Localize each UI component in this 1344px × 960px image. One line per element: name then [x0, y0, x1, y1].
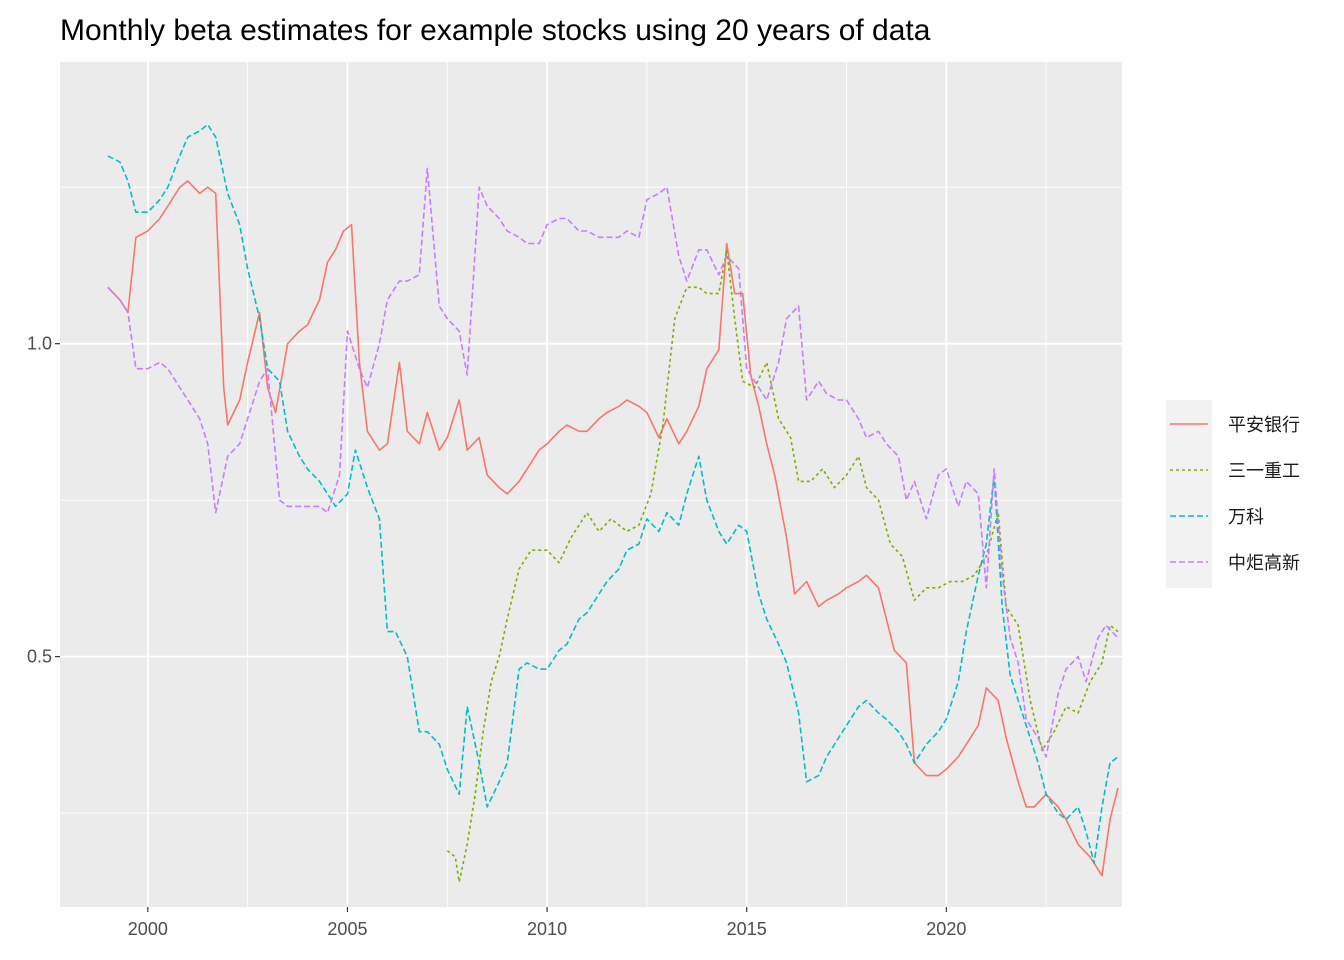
series-line-4 — [107, 167, 1119, 758]
legend-label-3: 万科 — [1228, 507, 1264, 528]
legend-label-2: 三一重工 — [1228, 461, 1300, 482]
series-line-3 — [107, 123, 1119, 864]
x-tick-label: 2015 — [727, 919, 767, 939]
x-tick-label: 2005 — [327, 919, 367, 939]
legend-label-1: 平安银行 — [1228, 415, 1300, 436]
chart-title: Monthly beta estimates for example stock… — [60, 14, 931, 47]
major-gridlines — [60, 62, 1122, 907]
y-tick-label: 1.0 — [27, 334, 52, 354]
y-axis: 0.5 1.0 — [27, 334, 60, 667]
series-line-2 — [446, 249, 1119, 883]
legend-background — [1166, 400, 1212, 588]
series-lines — [107, 123, 1119, 883]
x-tick-label: 2010 — [527, 919, 567, 939]
y-tick-label: 0.5 — [27, 647, 52, 667]
x-axis: 2000 2005 2010 2015 2020 — [128, 907, 966, 939]
x-tick-label: 2020 — [926, 919, 966, 939]
minor-gridlines — [60, 62, 1122, 907]
x-tick-label: 2000 — [128, 919, 168, 939]
plot-panel — [60, 62, 1122, 907]
legend-label-4: 中炬高新 — [1228, 553, 1300, 574]
